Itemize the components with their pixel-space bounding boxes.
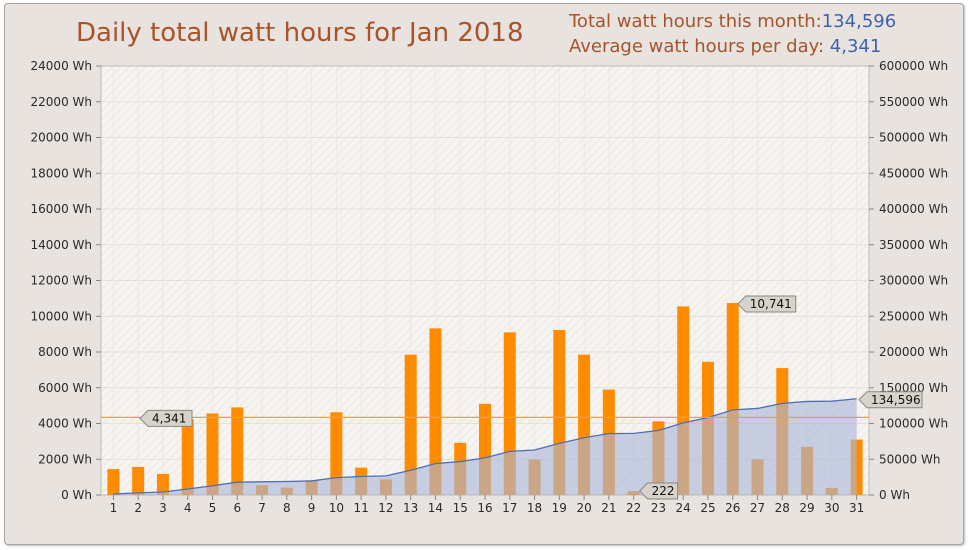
total-value: 134,596 xyxy=(821,11,897,32)
callout-label: 134,596 xyxy=(871,393,921,407)
left-tick-label: 24000 Wh xyxy=(31,59,92,73)
right-tick-label: 250000 Wh xyxy=(879,309,948,323)
bar-day xyxy=(156,473,169,495)
right-tick-label: 450000 Wh xyxy=(879,166,948,180)
x-tick-label: 19 xyxy=(552,501,567,515)
x-axis: 1 2 3 4 5 6 7 8 9 10 11 12 13 14 15 16 17 18 19 20 21 22 23 24 2… xyxy=(110,495,864,515)
x-tick-label: 28 xyxy=(775,501,790,515)
left-tick-label: 4000 Wh xyxy=(38,417,92,431)
bar-day xyxy=(404,354,417,495)
x-tick-label: 4 xyxy=(184,501,192,515)
x-tick-label: 24 xyxy=(676,501,691,515)
average-watt-hours-stat: Average watt hours per day: 4,341 xyxy=(569,36,881,57)
callout-label: 10,741 xyxy=(750,297,792,311)
left-tick-label: 14000 Wh xyxy=(31,238,92,252)
left-tick-label: 6000 Wh xyxy=(38,381,92,395)
bar-day xyxy=(231,407,244,495)
right-tick-label: 400000 Wh xyxy=(879,202,948,216)
x-tick-label: 18 xyxy=(527,501,542,515)
bar-day xyxy=(107,469,120,495)
right-tick-label: 200000 Wh xyxy=(879,345,948,359)
x-tick-label: 1 xyxy=(110,501,118,515)
total-callout: 134,596 xyxy=(858,391,923,409)
x-tick-label: 6 xyxy=(233,501,241,515)
average-value: 4,341 xyxy=(829,36,882,57)
bar-day xyxy=(330,412,343,495)
bar-day xyxy=(503,332,516,495)
left-tick-label: 8000 Wh xyxy=(38,345,92,359)
right-tick-label: 50000 Wh xyxy=(879,452,940,466)
x-tick-label: 13 xyxy=(403,501,418,515)
callout-box xyxy=(638,482,679,500)
callout-box xyxy=(737,295,797,313)
right-tick-label: 300000 Wh xyxy=(879,274,948,288)
cumulative-area xyxy=(113,398,857,495)
right-tick-label: 100000 Wh xyxy=(879,417,948,431)
x-tick-label: 31 xyxy=(849,501,864,515)
bar-day xyxy=(132,466,145,495)
right-tick-label: 150000 Wh xyxy=(879,381,948,395)
x-tick-label: 14 xyxy=(428,501,443,515)
bar-day xyxy=(206,413,219,495)
max-callout: 10,741 xyxy=(737,295,797,313)
x-tick-label: 5 xyxy=(209,501,217,515)
right-tick-label: 350000 Wh xyxy=(879,238,948,252)
right-tick-label: 0 Wh xyxy=(879,488,910,502)
left-tick-label: 0 Wh xyxy=(61,488,92,502)
min-callout: 222 xyxy=(638,482,679,500)
right-tick-label: 500000 Wh xyxy=(879,131,948,145)
bar-day xyxy=(181,419,194,495)
x-tick-label: 22 xyxy=(626,501,641,515)
callout-box xyxy=(858,391,923,409)
x-tick-label: 16 xyxy=(477,501,492,515)
x-tick-label: 23 xyxy=(651,501,666,515)
average-label: Average watt hours per day: xyxy=(569,36,825,57)
left-tick-label: 10000 Wh xyxy=(31,309,92,323)
x-tick-label: 30 xyxy=(824,501,839,515)
average-callout: 4,341 xyxy=(139,409,193,427)
left-tick-label: 12000 Wh xyxy=(31,274,92,288)
callout-label: 4,341 xyxy=(152,411,186,425)
cumulative-area-fill xyxy=(113,398,857,495)
right-tick-label: 550000 Wh xyxy=(879,95,948,109)
x-tick-label: 12 xyxy=(378,501,393,515)
left-tick-label: 2000 Wh xyxy=(38,452,92,466)
x-tick-label: 7 xyxy=(258,501,266,515)
right-axis: 0 Wh 50000 Wh 100000 Wh 150000 Wh 200000 Wh 2… xyxy=(869,59,948,502)
x-tick-label: 11 xyxy=(353,501,368,515)
x-tick-label: 9 xyxy=(308,501,316,515)
left-tick-label: 22000 Wh xyxy=(31,95,92,109)
cumulative-line xyxy=(113,398,857,495)
x-tick-label: 8 xyxy=(283,501,291,515)
x-tick-label: 25 xyxy=(700,501,715,515)
chart-title: Daily total watt hours for Jan 2018 xyxy=(76,18,524,48)
callouts: 4,341 10,741 222 134,596 xyxy=(139,295,923,500)
total-watt-hours-stat: Total watt hours this month:134,596 xyxy=(569,11,896,32)
left-axis: 0 Wh 2000 Wh 4000 Wh 6000 Wh 8000 Wh 10000 Wh… xyxy=(31,59,101,502)
x-tick-label: 26 xyxy=(725,501,740,515)
x-tick-label: 10 xyxy=(329,501,344,515)
left-tick-label: 18000 Wh xyxy=(31,166,92,180)
x-tick-label: 2 xyxy=(134,501,142,515)
x-tick-label: 20 xyxy=(576,501,591,515)
x-tick-label: 29 xyxy=(799,501,814,515)
callout-box xyxy=(139,409,193,427)
x-tick-label: 27 xyxy=(750,501,765,515)
x-tick-label: 21 xyxy=(601,501,616,515)
bar-day xyxy=(429,328,442,495)
total-label: Total watt hours this month: xyxy=(569,11,822,32)
left-tick-label: 16000 Wh xyxy=(31,202,92,216)
x-tick-label: 15 xyxy=(453,501,468,515)
left-tick-label: 20000 Wh xyxy=(31,131,92,145)
x-tick-label: 3 xyxy=(159,501,167,515)
x-tick-label: 17 xyxy=(502,501,517,515)
right-tick-label: 600000 Wh xyxy=(879,59,948,73)
callout-label: 222 xyxy=(652,484,675,498)
